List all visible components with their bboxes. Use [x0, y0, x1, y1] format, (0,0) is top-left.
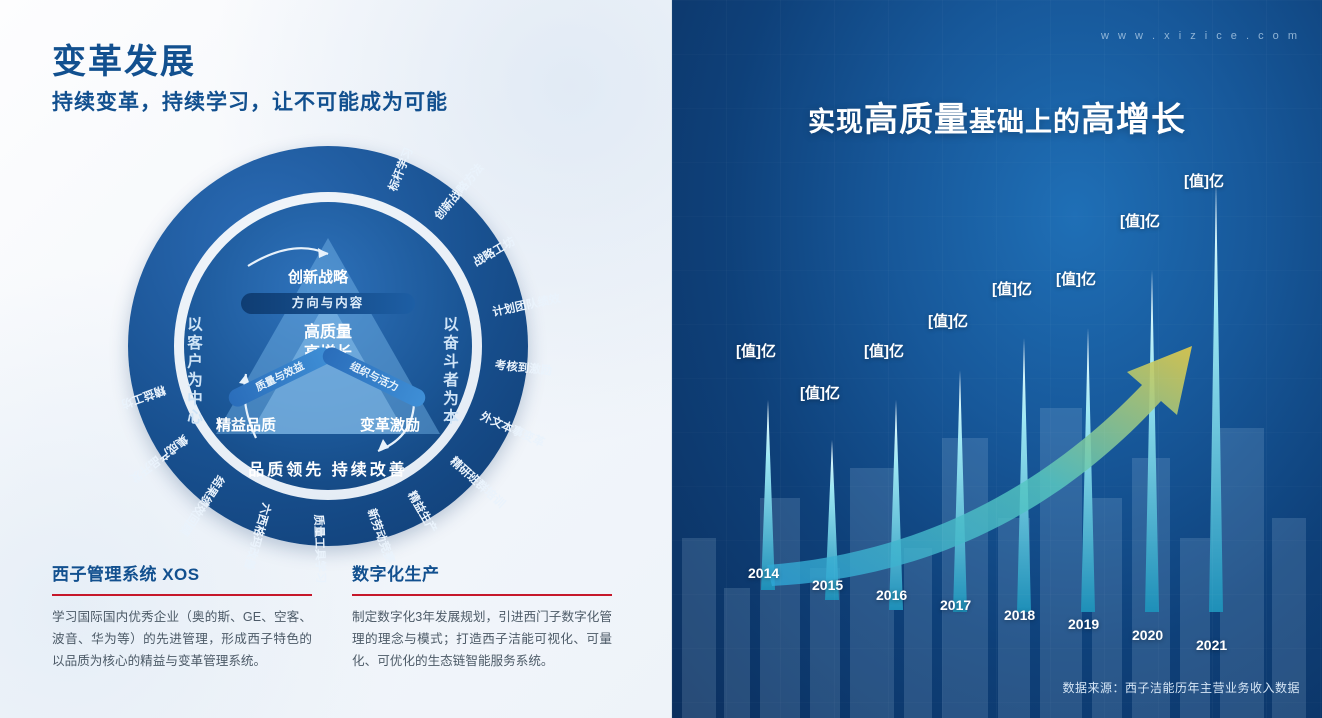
right-panel: w w w . x i z i c e . c o m 实现高质量基础上的高增长 [672, 0, 1322, 718]
side-label-right: 以奋斗者为本 [441, 316, 458, 427]
right-title-part3: 基础上的 [969, 107, 1081, 137]
growth-spike-chart: [值]亿 [值]亿 [值]亿 [值]亿 [值]亿 [值]亿 [值]亿 [值]亿 … [672, 150, 1322, 670]
spike-label-2019: [值]亿 [1056, 271, 1096, 288]
column-xos: 西子管理系统 XOS 学习国际国内优秀企业（奥的斯、GE、空客、波音、华为等）的… [52, 560, 312, 672]
x-tick-2017: 2017 [940, 597, 972, 613]
chart-svg [761, 180, 1223, 612]
right-title-part4: 高增长 [1081, 101, 1186, 139]
spike-label-2020: [值]亿 [1120, 213, 1160, 230]
column-xos-body: 学习国际国内优秀企业（奥的斯、GE、空客、波音、华为等）的先进管理，形成西子特色… [52, 610, 312, 669]
right-title-part2: 高质量 [864, 101, 969, 139]
side-label-left: 以客户为中心 [185, 316, 202, 427]
column-xos-rule [52, 594, 312, 596]
column-digital: 数字化生产 制定数字化3年发展规划，引进西门子数字化管理的理念与模式；打造西子洁… [352, 560, 612, 672]
inner-triangle [250, 298, 406, 434]
diagram-bottom-text: 品质领先 持续改善 [248, 462, 408, 479]
x-tick-2021: 2021 [1196, 637, 1228, 653]
x-tick-2019: 2019 [1068, 616, 1100, 632]
x-tick-2018: 2018 [1004, 607, 1036, 623]
spike-label-2017: [值]亿 [928, 313, 968, 330]
inner-disc [184, 202, 472, 490]
x-tick-2016: 2016 [876, 587, 908, 603]
x-tick-2015: 2015 [812, 577, 844, 593]
left-title: 变革发展 [52, 43, 196, 81]
spike-label-2018: [值]亿 [992, 281, 1032, 298]
spike-label-2014: [值]亿 [736, 343, 776, 360]
growth-arrow-icon [767, 346, 1192, 586]
x-tick-2014: 2014 [748, 565, 780, 581]
right-title: 实现高质量基础上的高增长 [672, 92, 1322, 141]
column-digital-body: 制定数字化3年发展规划，引进西门子数字化管理的理念与模式；打造西子洁能可视化、可… [352, 610, 612, 669]
left-subtitle: 持续变革，持续学习，让不可能成为可能 [52, 91, 448, 114]
spike-label-2021: [值]亿 [1184, 173, 1224, 190]
watermark-url: w w w . x i z i c e . c o m [1101, 30, 1300, 42]
column-digital-heading: 数字化生产 [352, 565, 440, 584]
triangle-node-left: 精益品质 [216, 417, 277, 434]
triangle-node-right: 变革激励 [360, 417, 421, 434]
column-digital-rule [352, 594, 612, 596]
chart-source-note: 数据来源：西子洁能历年主营业务收入数据 [1062, 681, 1300, 695]
triangle-node-top: 创新战略 [288, 269, 349, 286]
management-system-diagram: 标杆学习 创新战略方法 战略工坊 计划团队绩效 考核到激励 外文本事变革 精研班… [119, 146, 561, 584]
column-xos-heading: 西子管理系统 XOS [52, 565, 200, 584]
spike-label-2015: [值]亿 [800, 385, 840, 402]
x-tick-2020: 2020 [1132, 627, 1164, 643]
cycle-arrows-icon [239, 247, 416, 453]
left-panel: 变革发展 持续变革，持续学习，让不可能成为可能 标杆学习 创新战略方法 战略工坊… [0, 0, 672, 718]
core-direction-band: 方向与内容 [241, 293, 415, 314]
spike-label-2016: [值]亿 [864, 343, 904, 360]
right-title-part1: 实现 [808, 107, 864, 137]
